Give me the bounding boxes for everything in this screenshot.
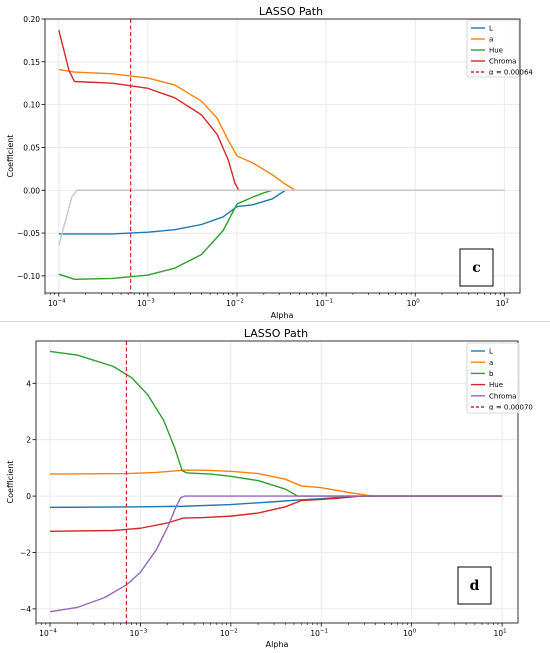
chart-title: LASSO Path: [259, 5, 323, 18]
plot-area: [36, 341, 518, 623]
panel-label-c: c: [459, 248, 494, 287]
legend-entry-label: Chroma: [489, 58, 516, 66]
panel-label-text: d: [470, 578, 480, 594]
legend: La Hue Chroma α = 0.00064: [466, 19, 533, 78]
x-axis-label: Alpha: [271, 311, 294, 320]
x-tick-label: 101: [494, 629, 507, 639]
legend-entry-label: Chroma: [489, 392, 516, 400]
series-line-chroma: [49, 495, 503, 613]
y-tick-label: −0.10: [17, 272, 40, 281]
x-axis-label: Alpha: [266, 640, 289, 649]
panel-label-box: [457, 566, 492, 605]
x-tick-label: 10−2: [226, 299, 244, 309]
series-lines: [58, 29, 505, 280]
legend-box: [466, 342, 520, 414]
x-tick-label: 10−2: [220, 629, 238, 639]
plot-frame: [35, 340, 519, 624]
y-tick-label: −0.05: [17, 229, 40, 238]
x-tick-label: 10−3: [130, 629, 148, 639]
x-axis-ticks: 10−4 10−3 10−2 10−1 100 101: [44, 293, 509, 309]
x-tick-label: 100: [407, 299, 421, 309]
legend: Lab Hue Chroma α = 0.00070: [466, 342, 533, 414]
y-tick-label: 0.20: [23, 15, 40, 24]
legend-entry-label: a: [489, 359, 493, 367]
series-line-unlabeled: [58, 189, 505, 246]
plot-frame: [44, 18, 521, 294]
series-lines: [49, 350, 503, 613]
y-tick-label: −2: [20, 549, 31, 558]
x-tick-label: 100: [403, 629, 417, 639]
chart-panel-c: LASSO Path 0.20 0.15 0.10 0.05 0.00 −0.05 −0.1…: [6, 5, 533, 320]
y-axis-label: Coefficient: [6, 461, 15, 504]
y-tick-label: 0.05: [23, 143, 40, 152]
chart-panel-d: LASSO Path 420−2−4 10−4 10−3 10−2 10−1 100 10…: [6, 327, 533, 649]
x-axis-ticks: 10−4 10−3 10−2 10−1 100 101: [35, 623, 507, 639]
legend-entry-label: α = 0.00070: [489, 404, 533, 412]
legend-entry-label: b: [489, 370, 494, 378]
x-tick-label: 10−4: [48, 299, 66, 309]
y-axis-ticks: 0.20 0.15 0.10 0.05 0.00 −0.05 −0.10: [17, 15, 45, 281]
legend-entry-label: L: [489, 348, 493, 356]
y-tick-label: 4: [26, 379, 31, 388]
y-axis-label: Coefficient: [6, 135, 15, 178]
y-tick-label: 0.00: [23, 186, 40, 195]
x-tick-label: 10−4: [39, 629, 57, 639]
plot-area: [45, 19, 520, 293]
panel-label-box: [459, 248, 494, 287]
x-tick-label: 10−1: [310, 629, 328, 639]
chart-title: LASSO Path: [244, 327, 308, 340]
y-tick-label: 0.15: [23, 58, 40, 67]
legend-entry-label: a: [489, 36, 493, 44]
legend-entry-label: L: [489, 25, 493, 33]
y-tick-label: 0.10: [23, 101, 40, 110]
y-tick-label: 0: [26, 492, 31, 501]
x-tick-label: 101: [496, 299, 509, 309]
y-tick-label: −4: [20, 605, 31, 614]
y-axis-ticks: 4 2 0 −2 −4: [20, 379, 36, 614]
legend-entry-label: Hue: [489, 47, 503, 55]
panel-label-text: c: [472, 260, 481, 276]
panel-divider: [0, 321, 550, 322]
panel-label-d: d: [457, 566, 492, 605]
legend-box: [466, 19, 520, 78]
y-tick-label: 2: [26, 436, 31, 445]
legend-entry-label: α = 0.00064: [489, 69, 533, 77]
x-tick-label: 10−3: [137, 299, 155, 309]
x-tick-label: 10−1: [315, 299, 333, 309]
legend-entry-label: Hue: [489, 381, 503, 389]
